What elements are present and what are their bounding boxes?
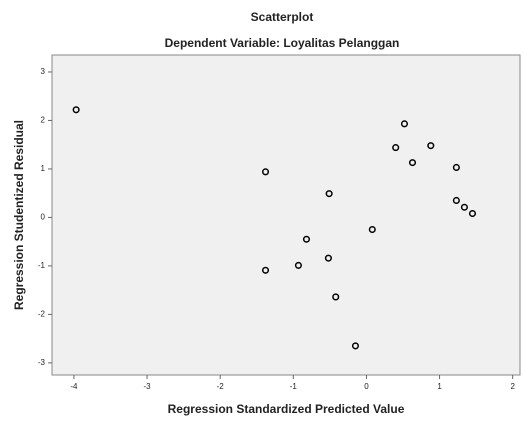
chart-subtitle: Dependent Variable: Loyalitas Pelanggan	[165, 36, 400, 50]
y-tick-label: 0	[41, 213, 46, 222]
y-tick-label: 3	[41, 67, 46, 76]
y-tick-label: 1	[41, 164, 46, 173]
y-axis-label: Regression Studentized Residual	[12, 120, 26, 310]
x-tick-label: 0	[364, 382, 369, 391]
x-tick-label: -4	[70, 382, 78, 391]
y-tick-label: -3	[38, 358, 46, 367]
x-tick-label: -2	[217, 382, 225, 391]
plot-area	[52, 55, 520, 375]
y-tick-label: -1	[38, 261, 46, 270]
x-axis-label: Regression Standardized Predicted Value	[168, 402, 405, 416]
y-tick-label: 2	[41, 116, 46, 125]
chart: Scatterplot Dependent Variable: Loyalita…	[0, 0, 523, 421]
y-tick-label: -2	[38, 310, 46, 319]
x-tick-label: -1	[290, 382, 298, 391]
x-tick-label: 2	[510, 382, 515, 391]
x-tick-label: 1	[437, 382, 442, 391]
chart-title: Scatterplot	[251, 10, 314, 24]
x-tick-label: -3	[144, 382, 152, 391]
